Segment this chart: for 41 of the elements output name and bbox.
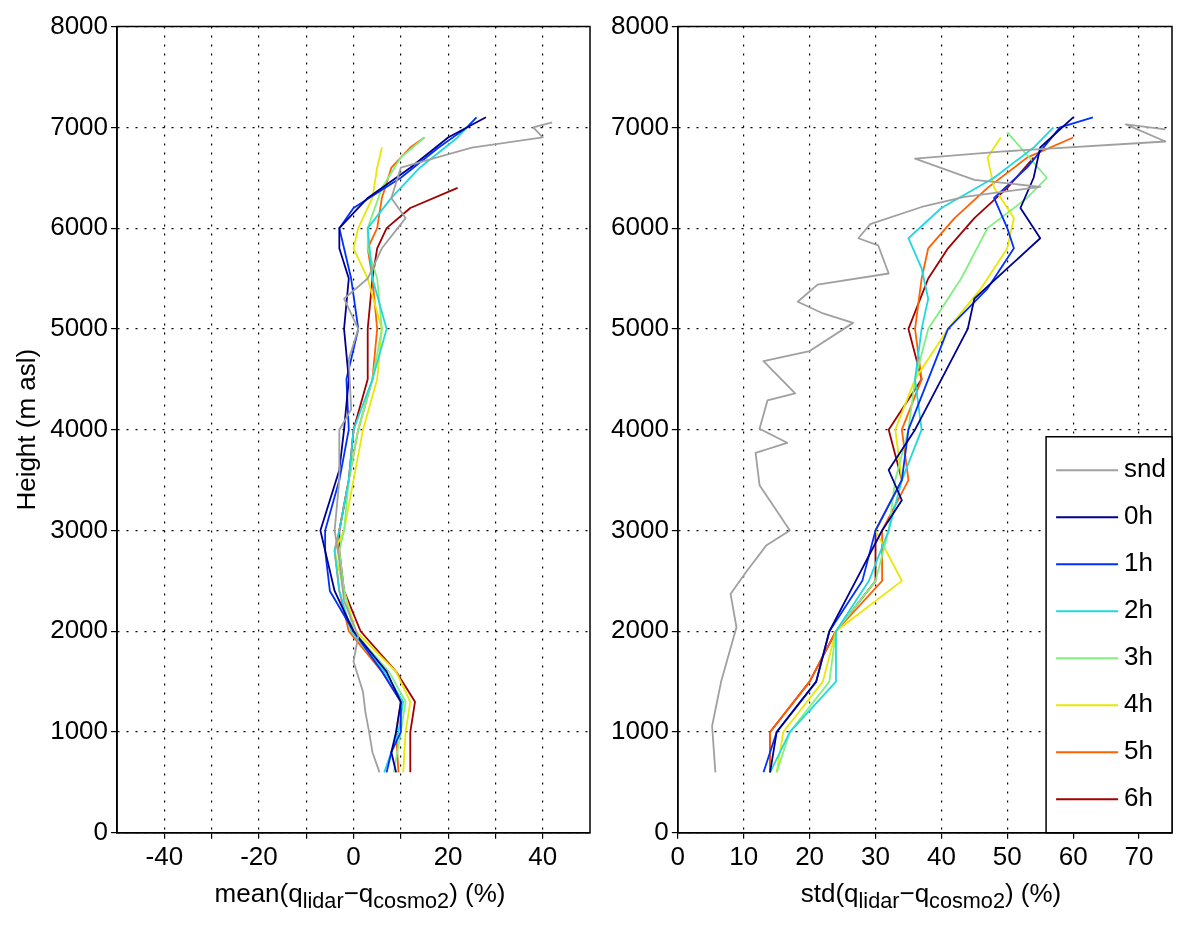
- y-tick-label: 0: [654, 815, 669, 846]
- x-axis-title: mean(q$_{lidar}$−q$_{cosmo2}$) (%): [213, 877, 507, 916]
- x-tick-label: -20: [240, 840, 278, 871]
- y-tick-label: 3000: [50, 513, 109, 544]
- x-tick-label: 20: [795, 840, 825, 871]
- y-tick-label: 8000: [611, 9, 669, 40]
- y-tick-label: 4000: [611, 412, 669, 443]
- x-tick-label: 70: [1124, 840, 1154, 871]
- y-tick-label: 7000: [611, 110, 669, 141]
- y-axis-title: Height (m asl): [10, 348, 41, 511]
- legend-label: 5h: [1124, 735, 1153, 766]
- x-tick-label: -40: [145, 840, 184, 871]
- x-tick-label: 50: [992, 840, 1022, 871]
- x-tick-label: 40: [926, 840, 956, 871]
- y-tick-label: 1000: [611, 715, 669, 746]
- y-tick-label: 1000: [50, 715, 109, 746]
- x-tick-label: 10: [729, 840, 759, 871]
- x-tick-label: 20: [433, 840, 463, 871]
- y-tick-label: 0: [93, 815, 109, 846]
- legend-label: snd: [1124, 453, 1166, 484]
- y-tick-label: 2000: [611, 614, 669, 645]
- legend-label: 4h: [1124, 688, 1153, 719]
- x-tick-label: 40: [528, 840, 558, 871]
- y-tick-label: 2000: [50, 614, 109, 645]
- x-tick-label: 30: [861, 840, 890, 871]
- y-tick-label: 3000: [611, 513, 669, 544]
- y-tick-label: 5000: [50, 312, 109, 343]
- legend-label: 6h: [1124, 782, 1153, 813]
- legend-label: 2h: [1124, 594, 1153, 625]
- legend-label: 0h: [1124, 500, 1153, 531]
- y-tick-label: 8000: [50, 9, 109, 40]
- legend-label: 1h: [1124, 547, 1153, 578]
- y-tick-label: 6000: [50, 211, 109, 242]
- y-tick-label: 4000: [50, 412, 109, 443]
- x-axis-title: std(q$_{lidar}$−q$_{cosmo2}$) (%): [799, 877, 1063, 916]
- y-tick-label: 5000: [611, 312, 669, 343]
- y-tick-label: 6000: [611, 211, 669, 242]
- legend-label: 3h: [1124, 641, 1153, 672]
- x-tick-label: 60: [1058, 840, 1088, 871]
- x-tick-label: 0: [346, 840, 361, 871]
- y-tick-label: 7000: [50, 110, 109, 141]
